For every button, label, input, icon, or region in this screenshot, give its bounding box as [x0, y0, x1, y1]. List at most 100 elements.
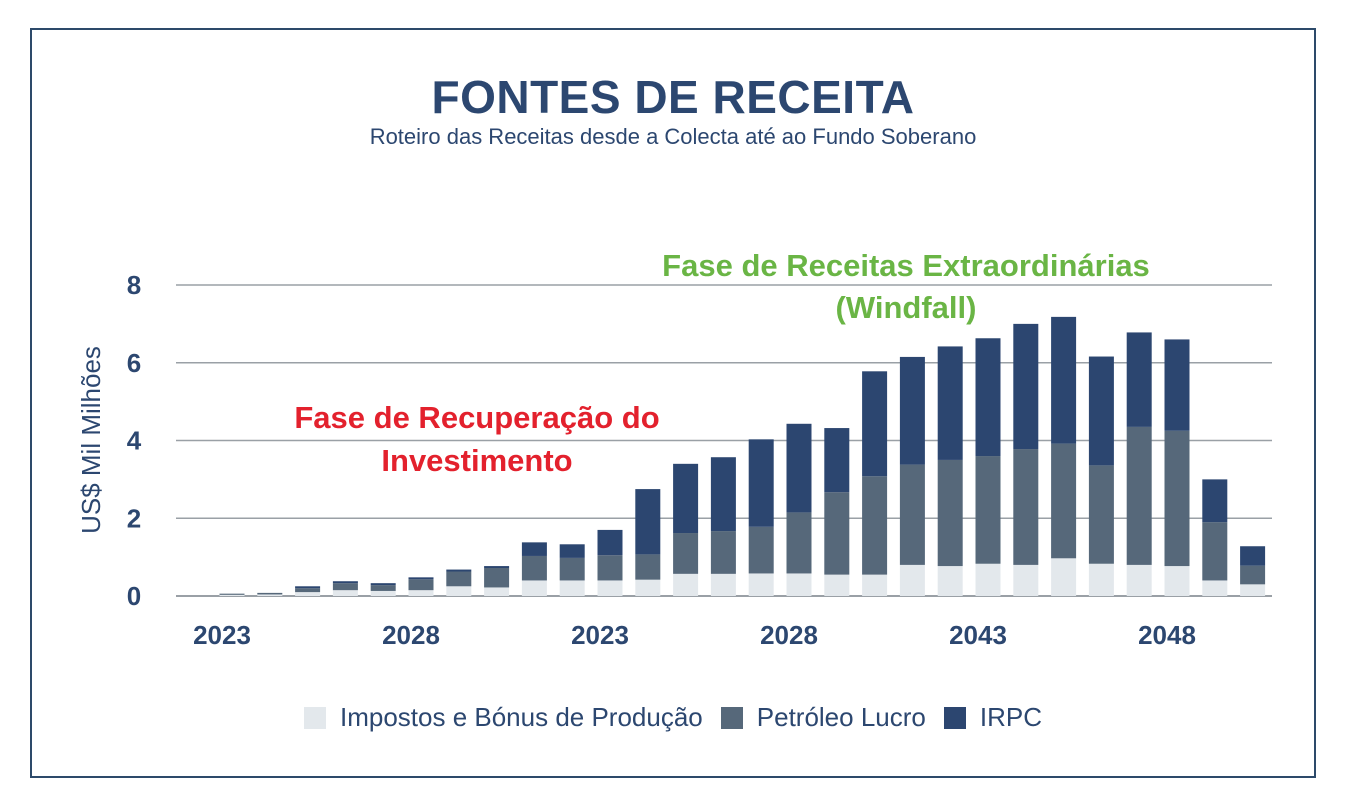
bar-segment-2-7	[484, 568, 510, 588]
bar-segment-3-20	[975, 338, 1001, 457]
bar-segment-2-0	[219, 593, 245, 595]
bar-segment-2-24	[1126, 426, 1152, 565]
bar-segment-1-5	[408, 590, 434, 596]
bar-segment-3-22	[1051, 316, 1077, 444]
bar-segment-1-23	[1088, 563, 1114, 596]
bar-segment-2-4	[370, 585, 396, 591]
y-tick-4: 4	[127, 426, 142, 456]
bar-segment-3-15	[786, 423, 812, 513]
bar-segment-1-13	[710, 573, 736, 596]
bar-segment-3-3	[332, 581, 358, 584]
legend: Impostos e Bónus de Produção Petróleo Lu…	[0, 702, 1346, 733]
bar-segment-2-16	[824, 492, 850, 575]
bar-segment-1-18	[899, 564, 925, 596]
chart-subtitle: Roteiro das Receitas desde a Colecta até…	[369, 124, 977, 149]
bar-segment-1-22	[1051, 558, 1077, 596]
bar-segment-2-20	[975, 456, 1001, 564]
bar-segment-2-17	[862, 476, 888, 575]
bar-segment-3-10	[597, 529, 623, 556]
legend-label-impostos: Impostos e Bónus de Produção	[339, 702, 703, 732]
bar-segment-3-12	[673, 463, 699, 534]
bar-segment-2-10	[597, 555, 623, 581]
annotation-recovery-line1: Fase de Recuperação do	[294, 400, 659, 435]
bar-segment-2-8	[521, 555, 547, 581]
y-tick-6: 6	[127, 348, 141, 378]
bar-segment-1-1	[257, 594, 283, 596]
annotation-windfall-line1: Fase de Receitas Extraordinárias	[662, 248, 1150, 283]
bar-segment-3-9	[559, 544, 585, 558]
legend-item-petroleo: Petróleo Lucro	[720, 702, 926, 733]
bar-segment-1-11	[635, 579, 661, 596]
bar-segment-2-5	[408, 579, 434, 591]
chart-canvas: 0 2 4 6 8 2023 2028 2023 2028 2043 2048 US$ Mil M…	[76, 248, 1272, 650]
bar-segment-3-7	[484, 566, 510, 569]
y-axis-label: US$ Mil Milhões	[76, 346, 106, 534]
legend-swatch-impostos	[303, 706, 326, 729]
bar-segment-1-12	[673, 573, 699, 596]
legend-swatch-irpc	[943, 706, 966, 729]
chart-title: FONTES DE RECEITA	[431, 71, 915, 123]
bar-segment-3-5	[408, 577, 434, 580]
y-tick-labels: 0 2 4 6 8	[127, 270, 142, 611]
annotation-windfall-line2: (Windfall)	[836, 290, 977, 325]
bar-segment-1-16	[824, 574, 850, 596]
bar-segment-3-21	[1013, 323, 1039, 450]
bar-segment-2-23	[1088, 465, 1114, 564]
bar-segment-2-9	[559, 557, 585, 581]
bar-segment-1-7	[484, 587, 510, 596]
legend-label-petroleo: Petróleo Lucro	[756, 702, 926, 732]
bar-segment-2-12	[673, 533, 699, 574]
bar-segment-1-2	[295, 592, 321, 596]
bar-segment-2-2	[295, 588, 321, 593]
bar-segment-3-27	[1240, 546, 1266, 566]
y-tick-8: 8	[127, 270, 141, 300]
bar-segment-3-26	[1202, 479, 1228, 523]
bar-segment-2-13	[710, 531, 736, 574]
bar-segment-1-8	[521, 580, 547, 596]
bar-segment-3-14	[748, 439, 774, 527]
bar-segment-1-17	[862, 574, 888, 596]
legend-item-impostos: Impostos e Bónus de Produção	[303, 702, 703, 733]
bar-segment-3-18	[899, 356, 925, 465]
bar-segment-1-3	[332, 590, 358, 596]
bar-segment-2-3	[332, 583, 358, 591]
legend-item-irpc: IRPC	[943, 702, 1042, 733]
x-tick-5: 2028	[382, 620, 440, 650]
bar-segment-1-10	[597, 580, 623, 596]
bar-segment-3-8	[521, 542, 547, 556]
bar-segment-1-21	[1013, 564, 1039, 596]
x-tick-labels: 2023 2028 2023 2028 2043 2048	[193, 620, 1196, 650]
bar-segment-2-21	[1013, 449, 1039, 565]
bar-segment-1-9	[559, 580, 585, 596]
bar-segment-1-26	[1202, 580, 1228, 596]
x-tick-15: 2028	[760, 620, 818, 650]
bar-segment-1-4	[370, 590, 396, 596]
bar-segment-1-27	[1240, 584, 1266, 596]
bar-segment-3-19	[937, 346, 963, 460]
bar-segment-1-15	[786, 573, 812, 596]
bar-segment-3-24	[1126, 332, 1152, 427]
bar-segment-2-18	[899, 464, 925, 565]
bar-segment-2-15	[786, 512, 812, 574]
bar-segment-2-11	[635, 554, 661, 580]
bar-segment-3-25	[1164, 339, 1190, 431]
bar-segment-3-6	[446, 569, 472, 572]
bars	[219, 316, 1266, 596]
bar-segment-3-23	[1088, 356, 1114, 466]
bar-segment-1-25	[1164, 566, 1190, 596]
x-tick-10: 2023	[571, 620, 629, 650]
legend-swatch-petroleo	[720, 706, 743, 729]
x-tick-25: 2048	[1138, 620, 1196, 650]
bar-segment-3-17	[862, 371, 888, 477]
bar-segment-3-2	[295, 586, 321, 589]
bar-segment-2-26	[1202, 522, 1228, 581]
bar-segment-1-19	[937, 566, 963, 596]
bar-segment-1-0	[219, 594, 245, 596]
x-tick-20: 2043	[949, 620, 1007, 650]
bar-segment-3-13	[710, 457, 736, 532]
bar-segment-2-1	[257, 592, 283, 595]
y-tick-2: 2	[127, 503, 141, 533]
bar-segment-3-4	[370, 583, 396, 586]
bar-segment-2-27	[1240, 565, 1266, 585]
y-tick-0: 0	[127, 581, 141, 611]
